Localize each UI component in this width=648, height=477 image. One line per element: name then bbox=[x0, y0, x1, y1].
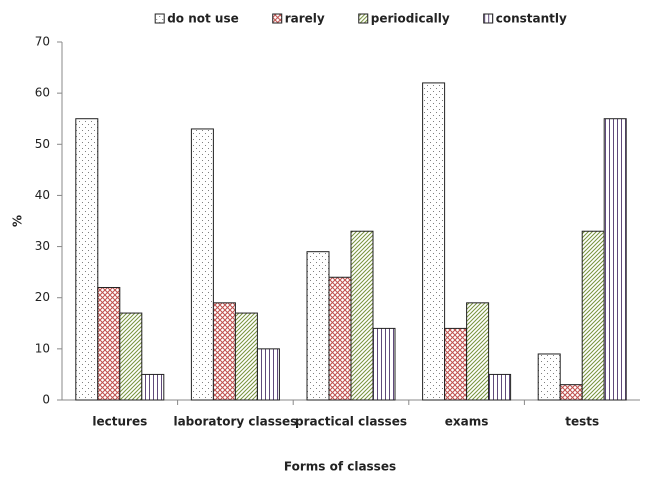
legend-label: constantly bbox=[496, 12, 567, 26]
x-axis-label: Forms of classes bbox=[284, 460, 396, 474]
legend: do not use rarely periodically constantly bbox=[154, 12, 567, 26]
legend-label: do not use bbox=[167, 12, 239, 26]
y-tick-label: 30 bbox=[35, 239, 50, 253]
legend-label: periodically bbox=[371, 12, 450, 26]
legend-swatch bbox=[358, 13, 369, 24]
bar bbox=[372, 327, 396, 401]
bar bbox=[190, 128, 214, 401]
bar bbox=[234, 312, 258, 401]
y-tick-label: 70 bbox=[35, 35, 50, 49]
bar bbox=[422, 82, 446, 401]
legend-swatch bbox=[483, 13, 494, 24]
y-tick-label: 40 bbox=[35, 188, 50, 202]
x-tick-label: tests bbox=[565, 415, 599, 429]
bar bbox=[212, 302, 236, 401]
legend-label: rarely bbox=[285, 12, 325, 26]
bar bbox=[444, 327, 468, 401]
bar bbox=[97, 286, 121, 401]
x-tick-label: practical classes bbox=[295, 415, 407, 429]
y-tick-label: 60 bbox=[35, 86, 50, 100]
x-tick-label: laboratory classes bbox=[173, 415, 297, 429]
bar bbox=[75, 118, 99, 401]
x-tick-label: exams bbox=[445, 415, 489, 429]
y-tick-label: 50 bbox=[35, 137, 50, 151]
y-axis-label: % bbox=[11, 215, 25, 227]
bar bbox=[466, 302, 490, 401]
bar bbox=[328, 276, 352, 401]
bar bbox=[488, 373, 512, 401]
y-tick-label: 10 bbox=[35, 341, 50, 355]
y-tick-label: 0 bbox=[42, 393, 50, 407]
bar bbox=[141, 373, 165, 401]
legend-swatch bbox=[272, 13, 283, 24]
bar bbox=[559, 384, 583, 401]
y-tick-label: 20 bbox=[35, 290, 50, 304]
legend-swatch bbox=[154, 13, 165, 24]
bar bbox=[603, 118, 627, 401]
bar bbox=[537, 353, 561, 401]
x-tick-label: lectures bbox=[92, 415, 147, 429]
bar bbox=[581, 230, 605, 401]
bar bbox=[306, 251, 330, 401]
bar bbox=[119, 312, 143, 401]
bar bbox=[256, 348, 280, 401]
bar bbox=[350, 230, 374, 401]
